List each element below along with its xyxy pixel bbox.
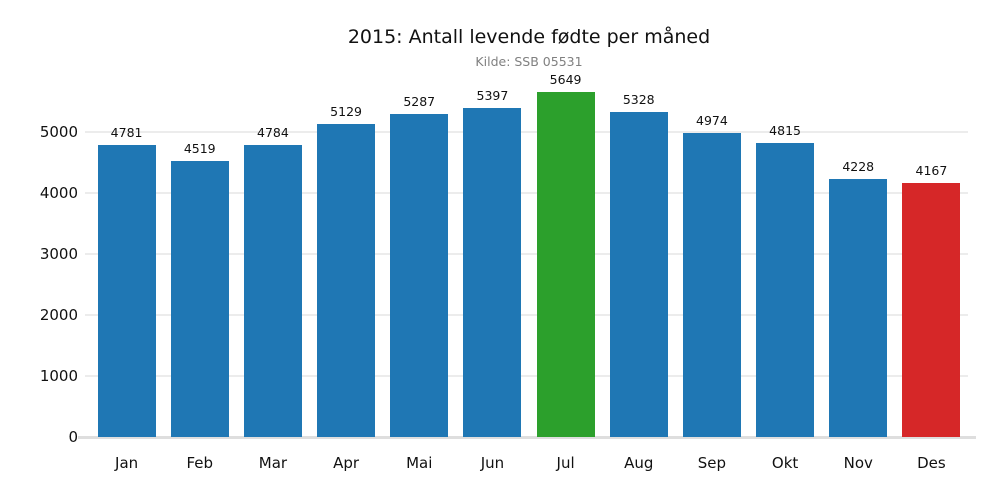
y-tick-label: 4000 (39, 183, 78, 202)
bar-value-label: 4781 (110, 125, 143, 141)
bar-slot: 5287 (383, 75, 456, 437)
x-tick-label: Jan (115, 454, 139, 472)
bar-slot: 4519 (163, 75, 236, 437)
bar-aug (609, 111, 668, 437)
bar-value-label: 4228 (842, 158, 875, 174)
bar-slot: 4228 (822, 75, 895, 437)
y-tick-label: 0 (68, 428, 78, 446)
bar-slot: 4781 (90, 75, 163, 437)
bar-value-label: 4815 (769, 123, 801, 139)
bar-slot: 4784 (236, 75, 309, 437)
bar-value-label: 4974 (696, 113, 728, 129)
bar-slot: 4167 (895, 75, 968, 437)
bar-apr (317, 123, 376, 437)
bar-nov (829, 178, 888, 437)
y-tick-label: 2000 (39, 305, 78, 324)
bar-mai (390, 114, 449, 437)
bar-mar (243, 144, 302, 437)
chart-title: 2015: Antall levende fødte per måned (347, 26, 711, 48)
x-tick-label: Jun (480, 454, 505, 472)
bar-jun (463, 107, 522, 437)
gridline (85, 130, 968, 133)
gridline (85, 374, 968, 377)
bar-sep (682, 133, 741, 437)
bar-slot: 4974 (675, 75, 748, 437)
bar-jan (97, 145, 156, 437)
gridline (85, 313, 968, 316)
bar-des (902, 182, 961, 437)
bar-value-label: 5649 (549, 72, 582, 88)
bar-value-label: 4167 (915, 162, 948, 178)
x-tick-label: Nov (843, 454, 873, 472)
x-tick-label: Feb (186, 454, 214, 472)
plot-area: 4781 4519 4784 5129 5287 5397 5649 5328 4974 4815… (78, 72, 976, 439)
bar-value-label: 5129 (330, 103, 362, 119)
x-tick-label: Sep (697, 454, 727, 472)
bar-okt (756, 143, 815, 437)
x-tick-label: Jul (556, 454, 575, 472)
bar-value-label: 4519 (183, 141, 216, 157)
bar-slot: 5328 (602, 75, 675, 437)
x-tick-label: Okt (771, 454, 799, 472)
bar-value-label: 5287 (403, 94, 436, 110)
bar-jul (536, 92, 595, 437)
bar-slot: 4815 (749, 75, 822, 437)
x-axis-line (78, 436, 976, 439)
bar-value-label: 4784 (257, 124, 289, 140)
gridline (85, 191, 968, 194)
x-tick-label: Apr (333, 454, 360, 472)
x-tick-label: Mai (406, 454, 433, 472)
gridline (85, 252, 968, 255)
x-tick-label: Mar (258, 454, 288, 472)
bar-feb (170, 161, 229, 437)
bar-slot: 5129 (310, 75, 383, 437)
y-tick-label: 3000 (39, 244, 78, 263)
bar-slot: 5649 (529, 72, 602, 437)
bar-value-label: 5328 (622, 91, 655, 107)
y-tick-label: 5000 (39, 122, 78, 141)
x-tick-label: Aug (624, 454, 654, 472)
y-tick-label: 1000 (39, 366, 78, 385)
bar-value-label: 5397 (476, 87, 509, 103)
x-tick-label: Des (917, 454, 946, 472)
bar-slot: 5397 (456, 75, 529, 437)
chart-subtitle: Kilde: SSB 05531 (475, 54, 583, 69)
